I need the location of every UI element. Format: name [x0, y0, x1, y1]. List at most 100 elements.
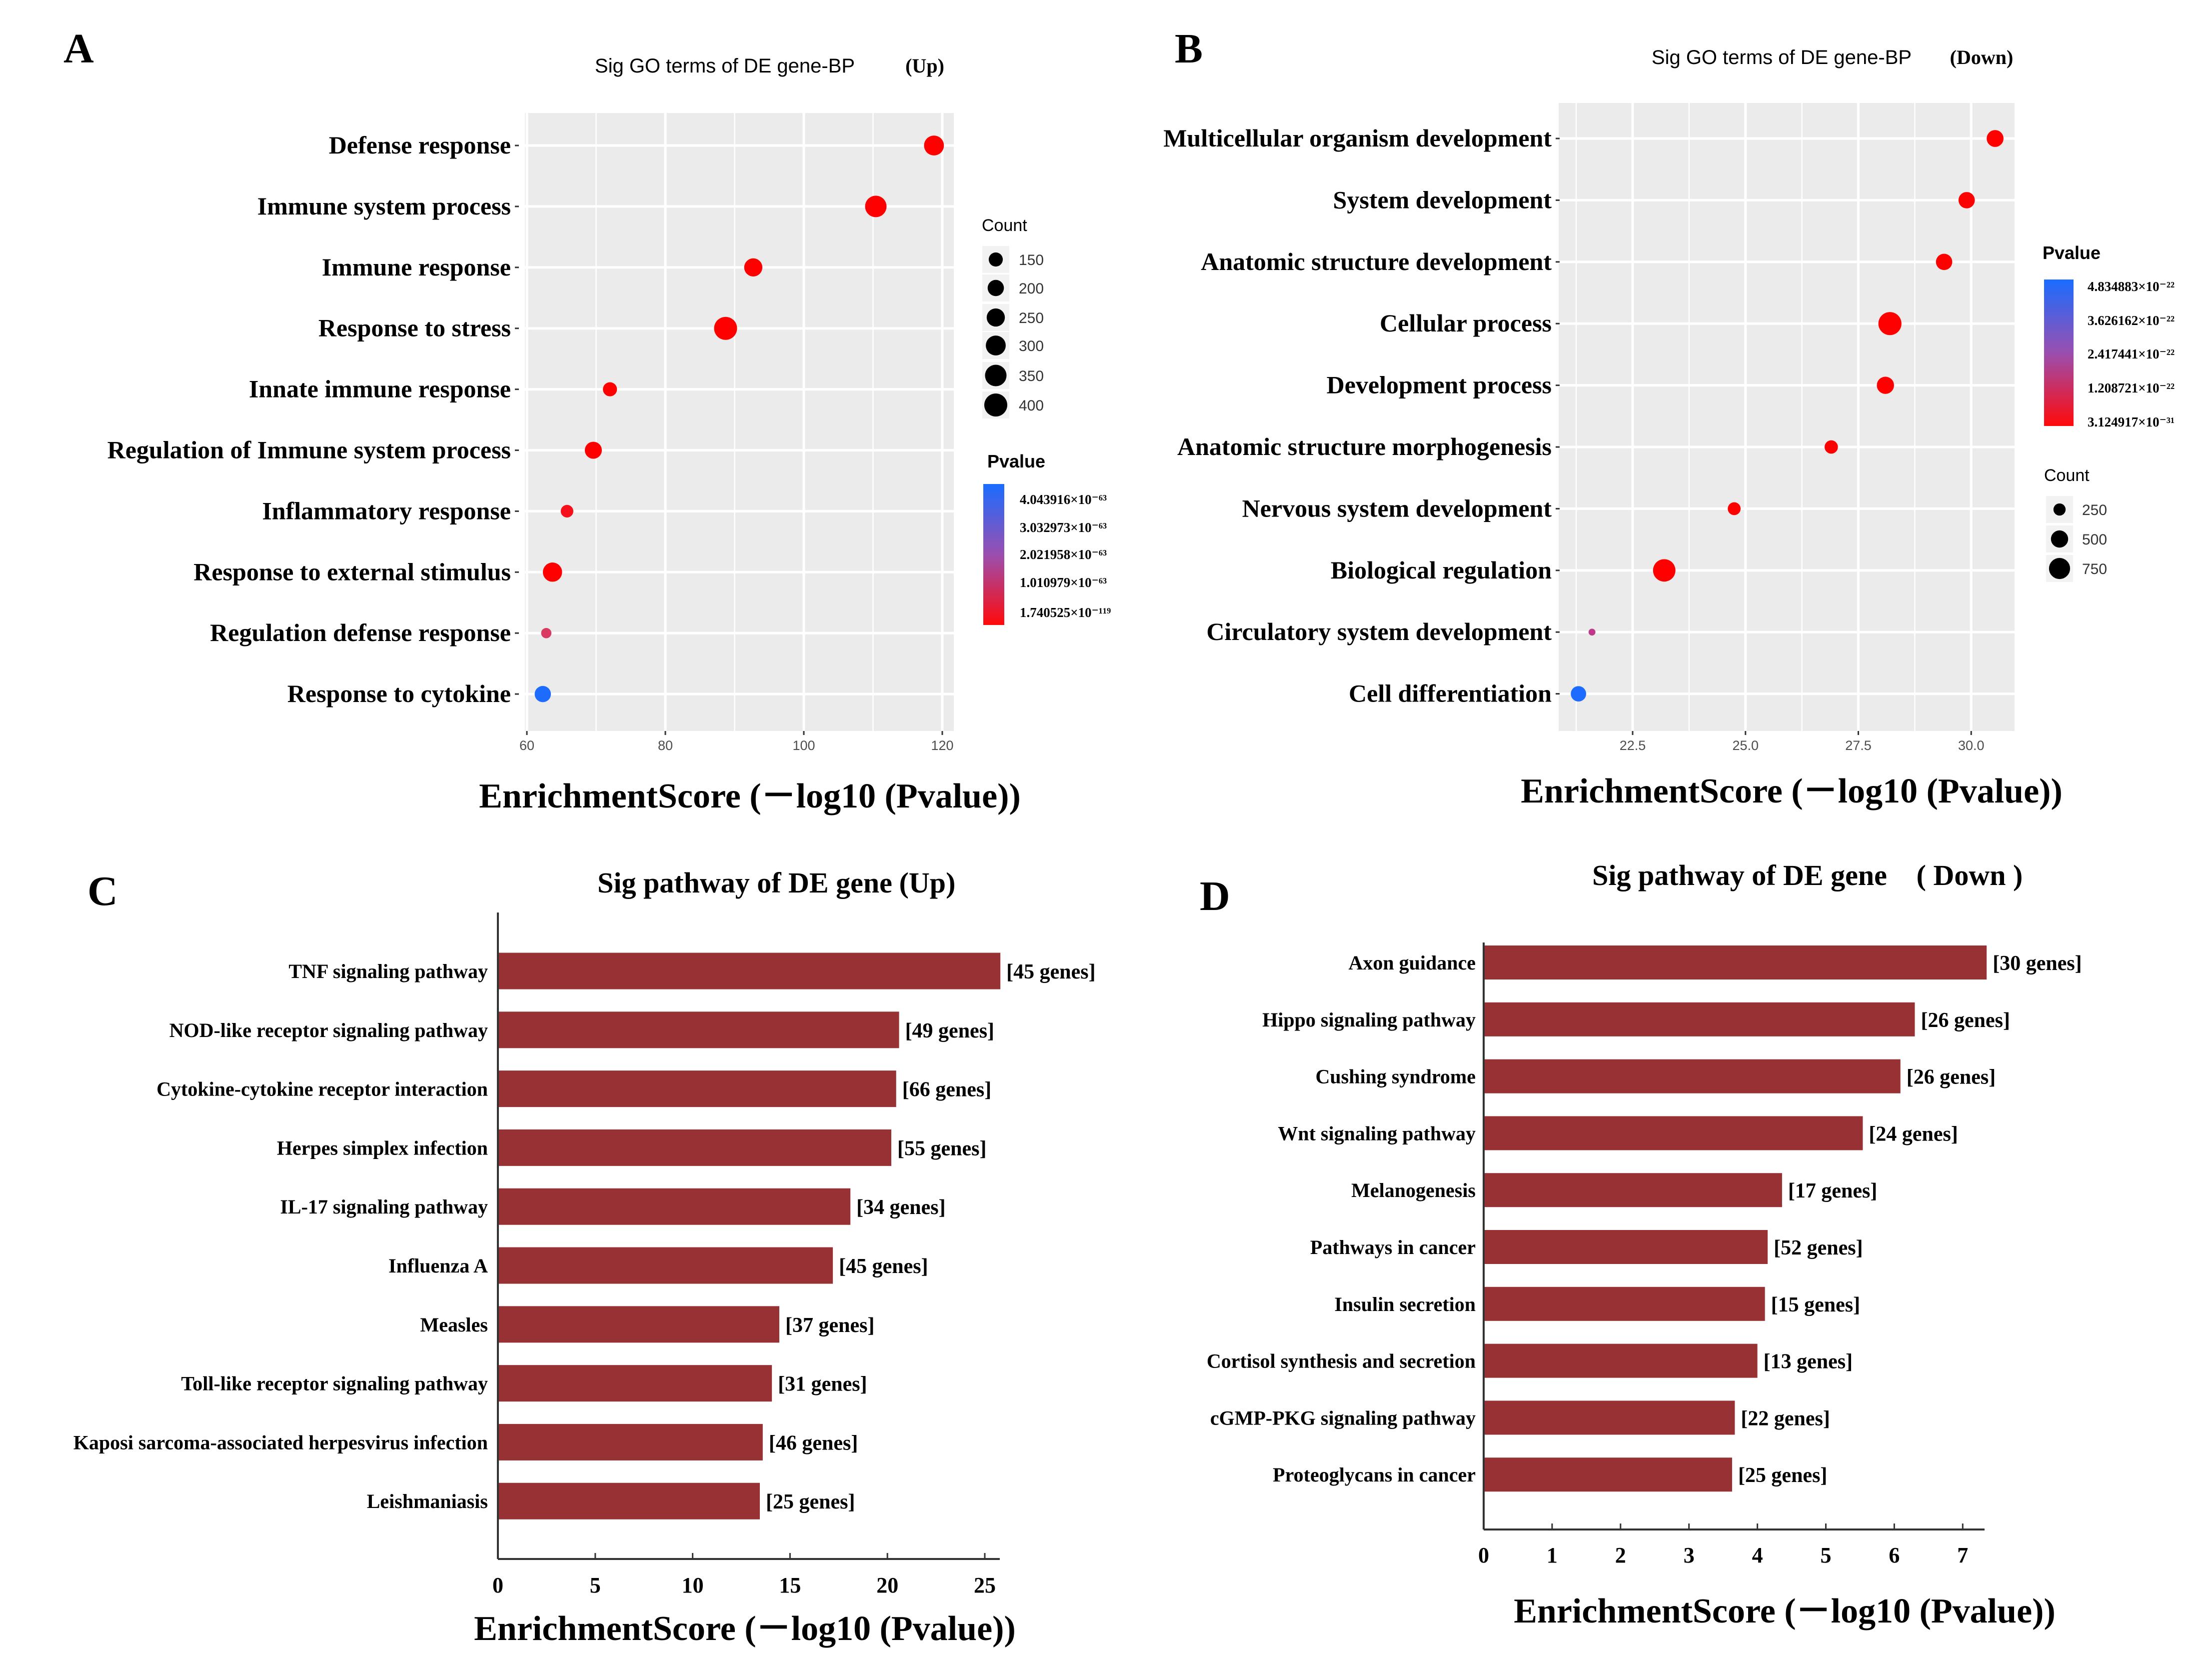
bar-data-label: [26 genes]: [1921, 1009, 2010, 1032]
data-point: [1987, 130, 2004, 147]
y-tick-label: Kaposi sarcoma-associated herpesvirus in…: [73, 1431, 488, 1454]
y-tick-label: Hippo signaling pathway: [1262, 1008, 1476, 1031]
chart-title: Sig pathway of DE gene: [1592, 859, 1887, 892]
x-tick-label: 10: [682, 1573, 704, 1598]
count-legend-label: 350: [1019, 368, 1044, 384]
pvalue-legend-label: 1.740525×10⁻¹¹⁹: [1020, 605, 1111, 620]
pvalue-legend-label: 3.032973×10⁻⁶³: [1020, 520, 1107, 535]
count-legend-symbol: [985, 364, 1007, 386]
y-tick-label: Cortisol synthesis and secretion: [1207, 1350, 1476, 1372]
x-axis-title: EnrichmentScore (－log10 (Pvalue)): [1521, 772, 2063, 810]
y-tick-label: Nervous system development: [1242, 494, 1552, 522]
y-tick-label: Immune response: [322, 253, 511, 281]
bar: [1484, 1116, 1863, 1150]
panel-letter-b: B: [1175, 26, 1203, 72]
bar: [498, 1424, 763, 1460]
data-point: [534, 686, 551, 702]
count-legend-label: 200: [1019, 280, 1044, 297]
data-point: [541, 628, 552, 638]
data-point: [1878, 312, 1902, 336]
bar: [498, 1070, 896, 1108]
y-tick-label: System development: [1333, 186, 1552, 214]
data-point: [1824, 440, 1838, 454]
x-tick-label: 3: [1684, 1543, 1695, 1568]
panel-c-bar-chart: Sig pathway of DE gene (Up) TNF signaling …: [73, 866, 1096, 1648]
x-tick-label: 30.0: [1958, 738, 1985, 753]
x-axis-title: EnrichmentScore (－log10 (Pvalue)): [474, 1610, 1016, 1648]
y-tick-label: Wnt signaling pathway: [1278, 1122, 1476, 1144]
x-tick-label: 5: [590, 1573, 601, 1598]
x-tick-label: 27.5: [1845, 738, 1872, 753]
pvalue-legend-label: 3.626162×10⁻²²: [2088, 313, 2175, 328]
y-tick-label: Toll-like receptor signaling pathway: [181, 1372, 488, 1395]
x-tick-label: 22.5: [1620, 738, 1646, 753]
data-point: [1588, 628, 1596, 636]
data-point: [603, 382, 617, 396]
bar: [498, 1129, 891, 1166]
bar: [1484, 1344, 1758, 1378]
plot-background: [1559, 103, 2015, 731]
pvalue-legend-label: 2.021958×10⁻⁶³: [1020, 547, 1107, 562]
bar-data-label: [55 genes]: [897, 1137, 986, 1160]
y-tick-label: Measles: [420, 1314, 488, 1336]
bar: [1484, 1173, 1782, 1208]
y-tick-label: Influenza A: [388, 1254, 488, 1277]
y-tick-label: Biological regulation: [1331, 556, 1552, 584]
bar-data-label: [66 genes]: [902, 1078, 991, 1102]
count-legend-label: 300: [1019, 338, 1044, 354]
bar: [1484, 1059, 1901, 1094]
y-tick-label: Cushing syndrome: [1316, 1066, 1476, 1088]
bar-data-label: [13 genes]: [1764, 1350, 1853, 1374]
bar-data-label: [17 genes]: [1788, 1180, 1877, 1202]
chart-title: Sig GO terms of DE gene-BP: [1652, 46, 1912, 68]
bar-data-label: [46 genes]: [769, 1432, 858, 1454]
y-tick-label: Proteoglycans in cancer: [1273, 1464, 1476, 1486]
y-tick-label: Immune system process: [257, 192, 511, 220]
count-legend-symbol: [987, 280, 1004, 296]
pvalue-legend-title: Pvalue: [987, 451, 1045, 472]
panel-a-bubble-chart: Defense response Immune system process Imm…: [107, 54, 1111, 816]
bar-data-label: [52 genes]: [1774, 1236, 1863, 1260]
pvalue-legend-label: 4.043916×10⁻⁶³: [1020, 492, 1107, 507]
y-tick-label: TNF signaling pathway: [288, 960, 488, 982]
bar: [498, 952, 1001, 990]
count-legend-symbol: [986, 308, 1005, 327]
pvalue-legend-title: Pvalue: [2043, 242, 2101, 263]
data-point: [1571, 686, 1587, 702]
pvalue-legend-label: 1.010979×10⁻⁶³: [1020, 575, 1107, 590]
bar: [1484, 1400, 1735, 1435]
y-tick-label: Anatomic structure development: [1201, 248, 1552, 276]
y-tick-label: Melanogenesis: [1351, 1179, 1476, 1202]
data-point: [1653, 559, 1676, 582]
x-tick-label: 25.0: [1732, 738, 1759, 753]
count-legend-label: 150: [1019, 252, 1044, 268]
bar: [1484, 946, 1987, 980]
x-tick-label: 0: [492, 1573, 503, 1598]
pvalue-legend-label: 4.834883×10⁻²²: [2088, 279, 2175, 294]
bar-data-label: [31 genes]: [778, 1373, 867, 1396]
count-legend-symbol: [986, 336, 1006, 356]
y-tick-label: Response to cytokine: [287, 680, 511, 708]
count-legend-symbol: [988, 252, 1003, 267]
chart-title-suffix: ( Down ): [1917, 859, 2023, 892]
x-tick-label: 60: [519, 738, 534, 753]
chart-title-suffix: (Up): [905, 54, 944, 77]
bar: [1484, 1230, 1768, 1264]
bar-data-label: [30 genes]: [1993, 952, 2082, 975]
x-axis-title: EnrichmentScore (－log10 (Pvalue)): [1514, 1592, 2056, 1630]
x-tick-label: 20: [876, 1573, 898, 1598]
x-tick-label: 7: [1957, 1543, 1968, 1568]
x-tick-label: 80: [658, 738, 673, 753]
y-tick-label: Defense response: [329, 131, 511, 159]
pvalue-colorbar: [2044, 280, 2074, 426]
y-tick-label: Development process: [1327, 371, 1552, 399]
bar: [498, 1247, 833, 1284]
y-tick-label: Axon guidance: [1349, 952, 1476, 974]
count-legend-symbol: [2053, 503, 2066, 516]
x-axis-title: EnrichmentScore (－log10 (Pvalue)): [479, 777, 1021, 816]
x-tick-label: 6: [1889, 1543, 1900, 1568]
bar-data-label: [25 genes]: [1738, 1464, 1827, 1487]
count-legend-title: Count: [2044, 466, 2090, 485]
bar-data-label: [15 genes]: [1771, 1294, 1860, 1316]
